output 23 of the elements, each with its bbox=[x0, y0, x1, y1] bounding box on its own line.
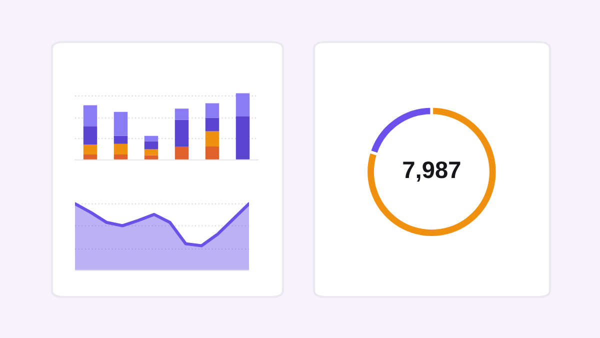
bar bbox=[205, 131, 220, 147]
bar bbox=[83, 154, 98, 160]
bar bbox=[236, 116, 250, 160]
bar bbox=[236, 93, 250, 117]
bar bbox=[174, 146, 189, 160]
bar bbox=[144, 141, 158, 150]
bar bbox=[205, 118, 220, 132]
bar bbox=[144, 155, 158, 160]
bar bbox=[144, 136, 158, 142]
donut-slice bbox=[364, 104, 499, 239]
bar bbox=[114, 154, 128, 160]
text: 7,987 bbox=[403, 161, 460, 182]
bar bbox=[114, 144, 128, 155]
bar bbox=[83, 126, 98, 145]
bar bbox=[114, 112, 128, 136]
bar bbox=[114, 136, 128, 144]
bar bbox=[205, 146, 220, 160]
bar bbox=[205, 103, 220, 118]
bar bbox=[144, 149, 158, 156]
bar bbox=[174, 120, 189, 147]
bar bbox=[83, 144, 98, 155]
bar bbox=[174, 108, 189, 120]
bar bbox=[83, 105, 98, 127]
